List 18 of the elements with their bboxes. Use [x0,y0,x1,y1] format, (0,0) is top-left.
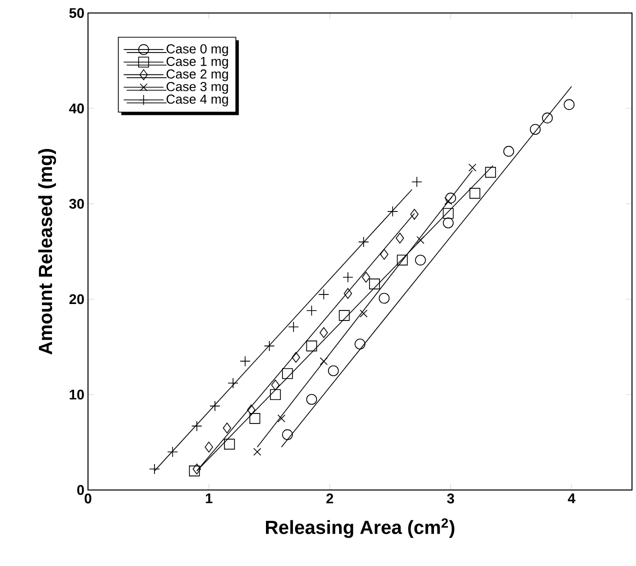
y-tick-label: 10 [70,390,84,400]
legend-label: Case 4 mg [166,94,228,106]
y-tick-label: 40 [69,103,84,114]
legend-label: Case 0 mg [166,44,228,56]
y-axis-title: Amount Released (mg) [38,149,56,354]
x-tick-label: 4 [568,494,576,504]
x-tick-label: 2 [326,494,334,504]
x-tick-label: 0 [84,494,92,504]
legend-label: Case 3 mg [166,82,228,94]
x-tick-label: 3 [447,494,454,504]
y-tick-label: 50 [69,8,84,18]
legend-label: Case 1 mg [166,56,228,69]
x-axis-title: Releasing Area (cm$^{2}$) [266,518,454,538]
legend-label: Case 2 mg [166,69,228,82]
y-tick-label: 30 [69,198,84,209]
y-tick-label: 20 [69,294,84,304]
y-tick-label: 0 [77,485,84,495]
x-tick-label: 1 [206,494,212,504]
